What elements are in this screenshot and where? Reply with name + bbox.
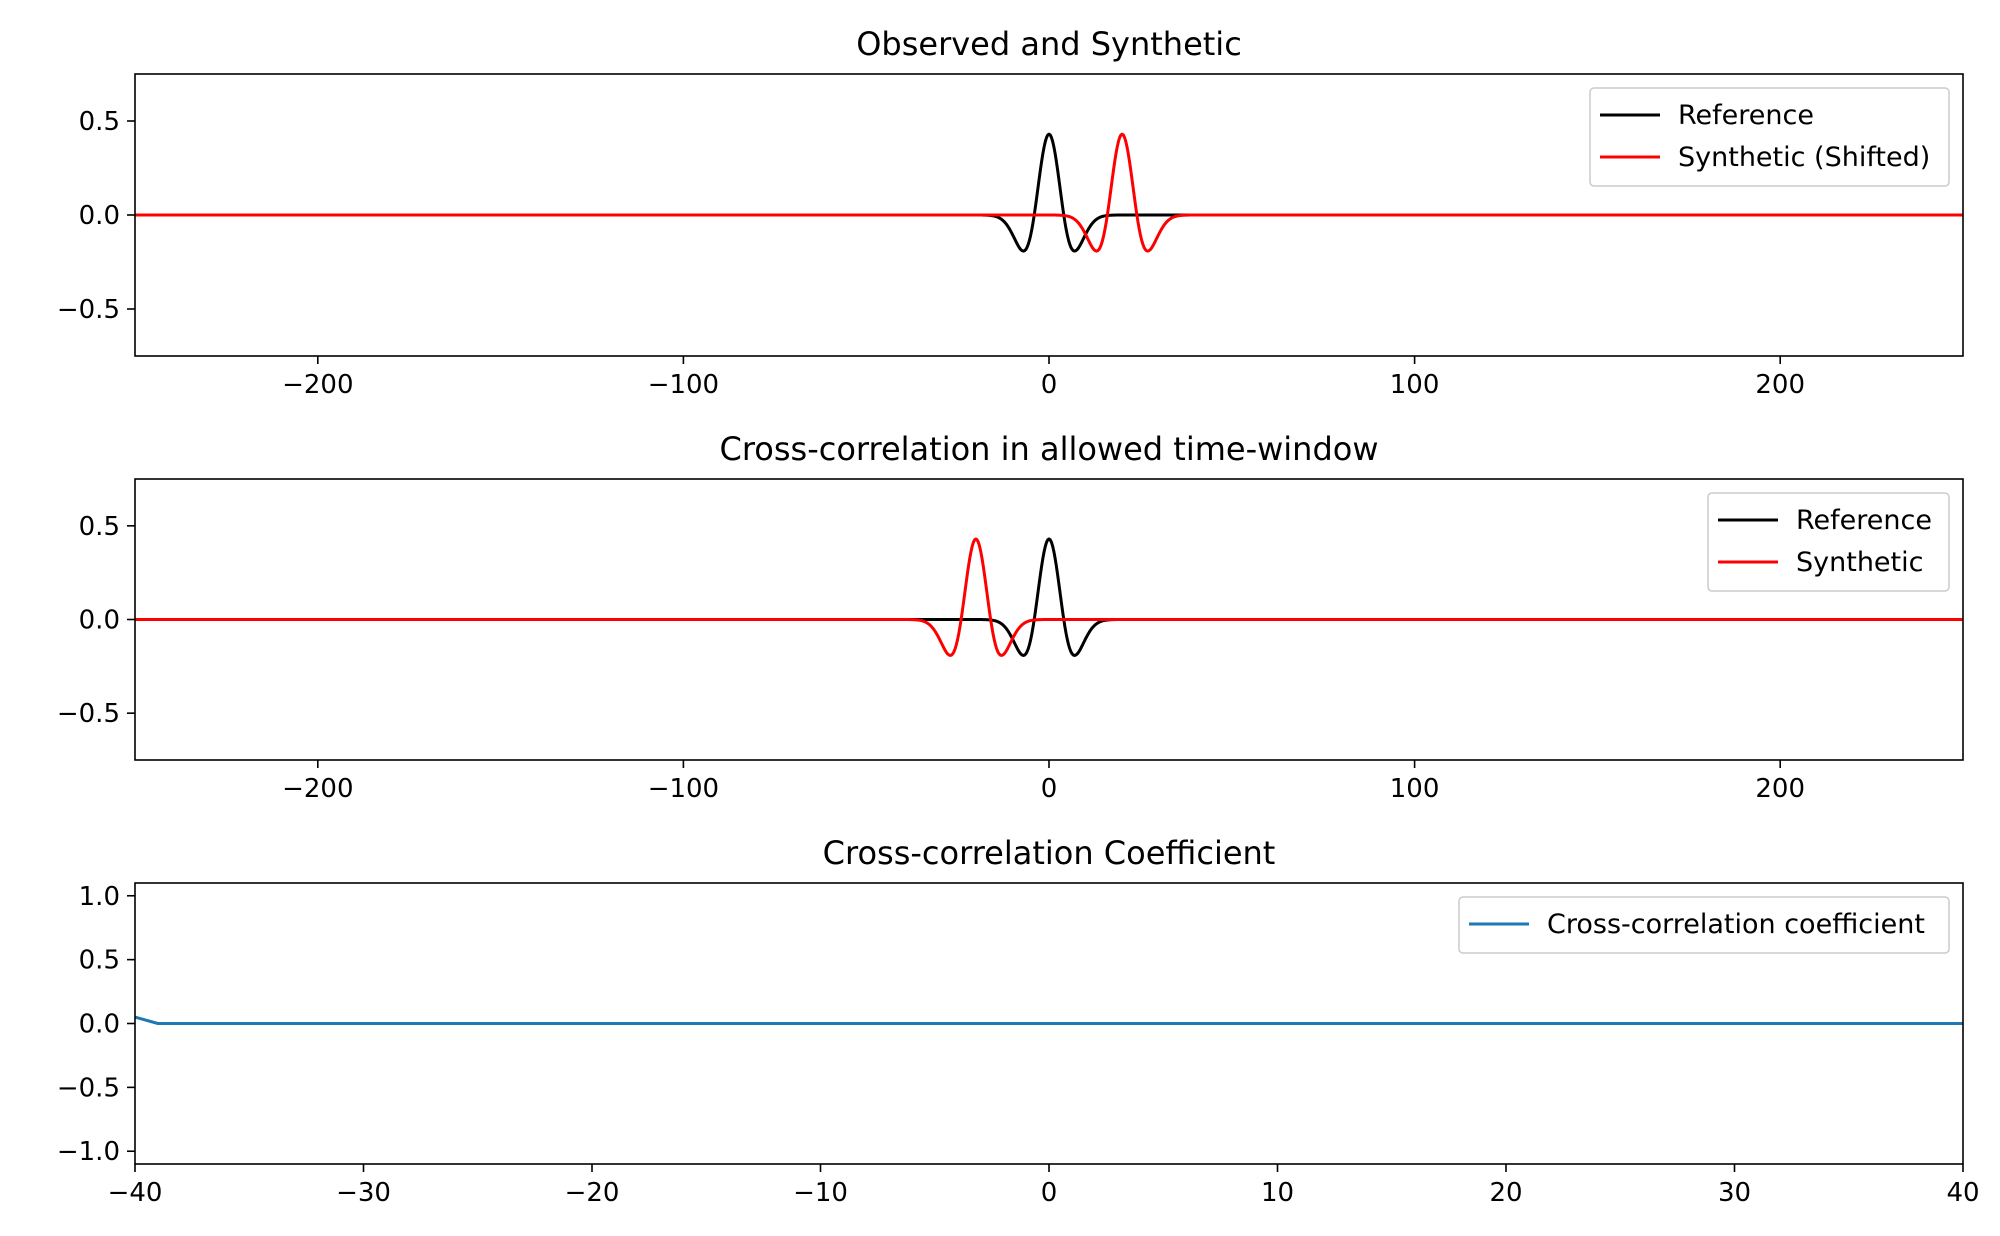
legend-label: Reference (1678, 100, 1814, 131)
series-line-cross-correlation-coefficient (135, 1015, 1963, 1025)
legend: Reference Synthetic (Shifted) (1589, 87, 1950, 187)
chart-title: Cross-correlation Coefficient (823, 834, 1276, 872)
y-tick-label: −0.5 (57, 1073, 120, 1103)
chart-title: Cross-correlation in allowed time-window (719, 430, 1378, 468)
y-tick-label: 0.0 (79, 201, 120, 231)
x-tick-label: 10 (1261, 1178, 1294, 1208)
x-tick-label: 30 (1718, 1178, 1751, 1208)
x-tick-label: −200 (282, 370, 353, 400)
x-tick-label: −200 (282, 774, 353, 804)
legend-label: Synthetic (Shifted) (1678, 142, 1930, 173)
subplot-3: Cross-correlation Coefficient −40 −30 −20 −1… (57, 834, 1980, 1208)
x-tick-label: 0 (1041, 370, 1058, 400)
x-tick-label: 200 (1755, 774, 1805, 804)
x-tick-label: 0 (1041, 1178, 1058, 1208)
x-tick-label: −30 (336, 1178, 391, 1208)
y-tick-label: 0.0 (79, 606, 120, 636)
series-line-synthetic-shifted- (135, 132, 1963, 253)
y-tick-label: −0.5 (57, 295, 120, 325)
legend-box (1589, 87, 1950, 187)
y-tick-label: −1.0 (57, 1137, 120, 1167)
x-tick-label: 100 (1390, 774, 1440, 804)
x-tick-label: −100 (648, 774, 719, 804)
y-tick-label: 0.5 (79, 512, 120, 542)
y-tick-label: −0.5 (57, 699, 120, 729)
x-tick-label: 20 (1489, 1178, 1522, 1208)
legend-label: Cross-correlation coefficient (1547, 909, 1925, 940)
x-tick-label: −20 (565, 1178, 620, 1208)
y-tick-label: 0.5 (79, 107, 120, 137)
legend-label: Synthetic (1796, 547, 1923, 578)
x-tick-label: −40 (108, 1178, 163, 1208)
x-tick-label: 0 (1041, 774, 1058, 804)
y-tick-label: 0.5 (79, 946, 120, 976)
x-tick-label: −10 (793, 1178, 848, 1208)
x-tick-label: 200 (1755, 370, 1805, 400)
x-tick-label: −100 (648, 370, 719, 400)
chart-title: Observed and Synthetic (856, 25, 1242, 63)
legend-label: Reference (1796, 505, 1932, 536)
legend: Cross-correlation coefficient (1458, 896, 1950, 954)
series-line-synthetic (135, 537, 1963, 657)
y-tick-label: 0.0 (79, 1010, 120, 1040)
subplot-1: Observed and Synthetic −200 −100 0 100 200 0.5… (57, 25, 1964, 400)
x-tick-label: 100 (1390, 370, 1440, 400)
legend: Reference Synthetic (1707, 492, 1950, 592)
legend-box (1707, 492, 1950, 592)
subplot-2: Cross-correlation in allowed time-window… (57, 430, 1964, 804)
x-tick-label: 40 (1946, 1178, 1979, 1208)
y-tick-label: 1.0 (79, 882, 120, 912)
legend-box (1458, 896, 1950, 954)
